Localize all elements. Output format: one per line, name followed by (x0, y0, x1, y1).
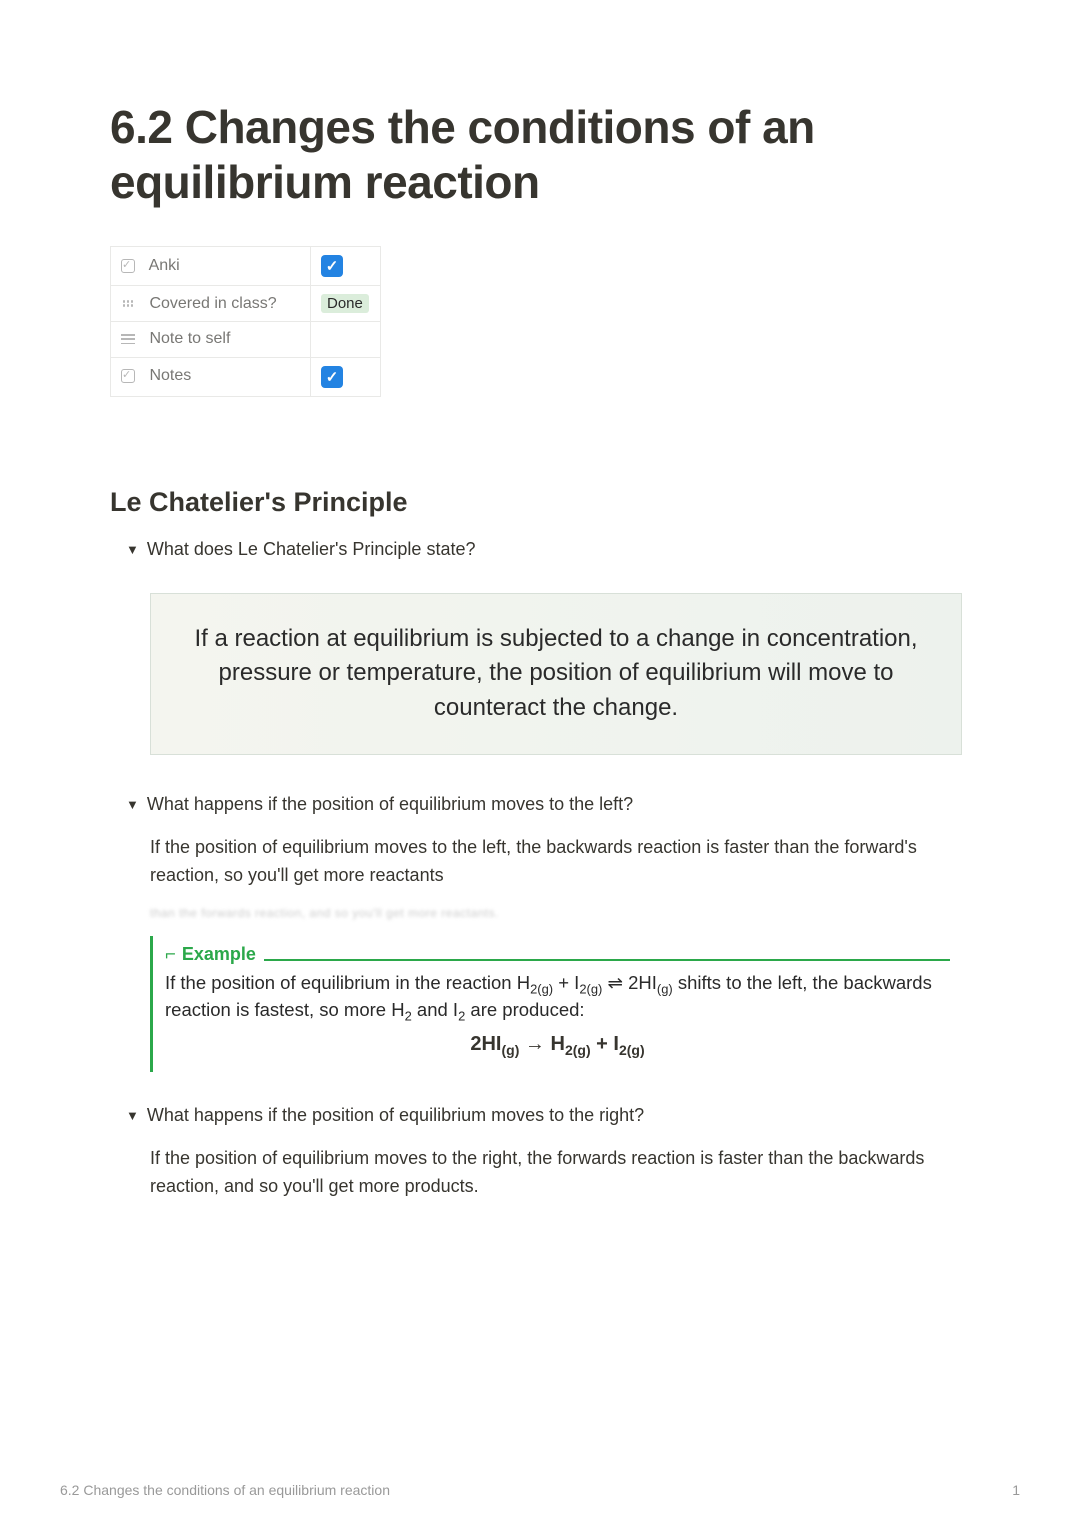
checked-icon: ✓ (321, 255, 343, 277)
page-title: 6.2 Changes the conditions of an equilib… (110, 100, 970, 210)
property-value[interactable]: Done (311, 286, 381, 322)
checked-icon: ✓ (321, 366, 343, 388)
footer-page-number: 1 (1012, 1482, 1020, 1498)
property-row-anki: Anki ✓ (111, 247, 381, 286)
list-icon (121, 330, 139, 348)
checkbox-icon (121, 257, 139, 275)
toggle-block: ▼ What happens if the position of equili… (110, 1102, 970, 1201)
chevron-down-icon: ▼ (126, 791, 139, 818)
example-box: ⌐ Example If the position of equilibrium… (150, 936, 962, 1072)
example-label: Example (182, 941, 256, 969)
toggle-block: ▼ What does Le Chatelier's Principle sta… (110, 536, 970, 755)
toggle-block: ▼ What happens if the position of equili… (110, 791, 970, 1072)
toggle-header[interactable]: ▼ What happens if the position of equili… (110, 791, 970, 818)
property-row-note: Note to self (111, 322, 381, 357)
property-label: Anki (111, 247, 311, 286)
property-value[interactable] (311, 322, 381, 357)
toggle-answer: If the position of equilibrium moves to … (150, 834, 970, 890)
toggle-question: What happens if the position of equilibr… (147, 791, 633, 818)
property-name: Note to self (149, 331, 230, 348)
property-label: Note to self (111, 322, 311, 357)
chevron-down-icon: ▼ (126, 1102, 139, 1129)
toggle-question: What does Le Chatelier's Principle state… (147, 536, 476, 563)
property-value[interactable]: ✓ (311, 247, 381, 286)
property-row-covered: Covered in class? Done (111, 286, 381, 322)
checkbox-icon (121, 367, 139, 385)
property-value[interactable]: ✓ (311, 357, 381, 396)
principle-callout: If a reaction at equilibrium is subjecte… (150, 593, 962, 755)
select-icon (121, 295, 139, 313)
property-name: Anki (149, 257, 180, 274)
property-label: Notes (111, 357, 311, 396)
section-heading: Le Chatelier's Principle (110, 487, 970, 518)
toggle-question: What happens if the position of equilibr… (147, 1102, 644, 1129)
toggle-header[interactable]: ▼ What happens if the position of equili… (110, 1102, 970, 1129)
cropped-text: than the forwards reaction, and so you'l… (150, 904, 970, 923)
property-name: Notes (149, 368, 191, 385)
footer-title: 6.2 Changes the conditions of an equilib… (60, 1482, 390, 1498)
chevron-down-icon: ▼ (126, 536, 139, 563)
property-label: Covered in class? (111, 286, 311, 322)
example-container: than the forwards reaction, and so you'l… (150, 904, 970, 1072)
property-row-notes: Notes ✓ (111, 357, 381, 396)
properties-table: Anki ✓ Covered in class? Done Note to se… (110, 246, 381, 396)
page-footer: 6.2 Changes the conditions of an equilib… (60, 1482, 1020, 1498)
done-tag: Done (321, 294, 369, 313)
toggle-header[interactable]: ▼ What does Le Chatelier's Principle sta… (110, 536, 970, 563)
example-equation: 2HI(g) → H2(g) + I2(g) (165, 1029, 950, 1062)
property-name: Covered in class? (149, 295, 276, 312)
toggle-answer: If the position of equilibrium moves to … (150, 1145, 970, 1201)
example-text: If the position of equilibrium in the re… (165, 971, 950, 1025)
